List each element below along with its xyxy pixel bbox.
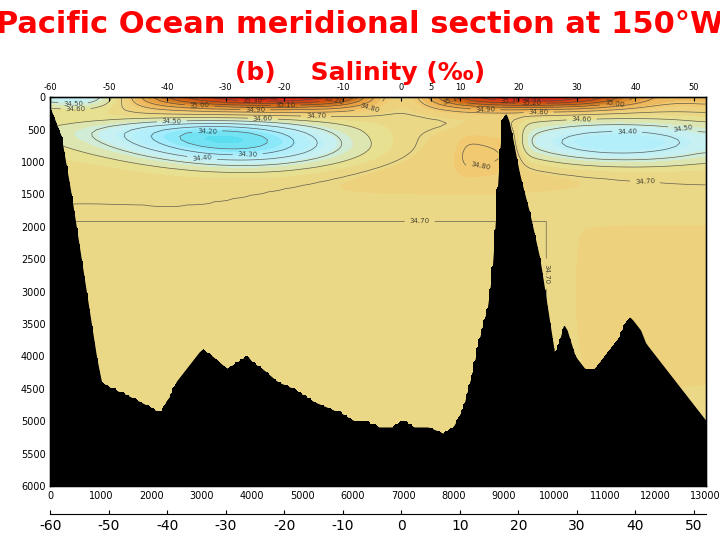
Text: 35.30: 35.30 xyxy=(243,98,263,104)
Text: 35.10: 35.10 xyxy=(442,93,463,106)
Text: 34.80: 34.80 xyxy=(528,109,549,116)
Text: 34.30: 34.30 xyxy=(238,151,258,158)
Text: 35.40: 35.40 xyxy=(521,94,541,100)
Text: 34.70: 34.70 xyxy=(635,178,655,185)
Text: 34.40: 34.40 xyxy=(192,154,212,162)
Text: 34.80: 34.80 xyxy=(470,161,491,171)
Text: 34.70: 34.70 xyxy=(306,113,326,119)
Text: 35.20: 35.20 xyxy=(521,100,541,106)
Text: 35.00: 35.00 xyxy=(189,102,210,109)
Text: 34.50: 34.50 xyxy=(162,118,182,125)
Text: (b)    Salinity (‰): (b) Salinity (‰) xyxy=(235,61,485,85)
Text: 34.70: 34.70 xyxy=(410,218,430,224)
Text: 34.90: 34.90 xyxy=(246,106,266,113)
Text: 35.40: 35.40 xyxy=(258,94,278,101)
Text: 34.70: 34.70 xyxy=(543,264,549,284)
Text: 35.00: 35.00 xyxy=(604,99,625,108)
Text: 34.60: 34.60 xyxy=(253,115,273,122)
Text: 35.20: 35.20 xyxy=(323,95,344,105)
Text: 34.20: 34.20 xyxy=(197,127,217,134)
Text: 35.10: 35.10 xyxy=(276,102,296,109)
Text: 34.40: 34.40 xyxy=(617,129,637,135)
Text: 34.50: 34.50 xyxy=(63,101,84,107)
Text: 34.80: 34.80 xyxy=(359,102,379,113)
Text: 35.30: 35.30 xyxy=(500,97,521,104)
Text: 34.60: 34.60 xyxy=(66,106,86,112)
Text: Pacific Ocean meridional section at 150°W: Pacific Ocean meridional section at 150°… xyxy=(0,10,720,39)
Text: 34.60: 34.60 xyxy=(572,116,592,123)
Text: 34.50: 34.50 xyxy=(672,124,693,133)
Text: 34.90: 34.90 xyxy=(475,106,495,113)
